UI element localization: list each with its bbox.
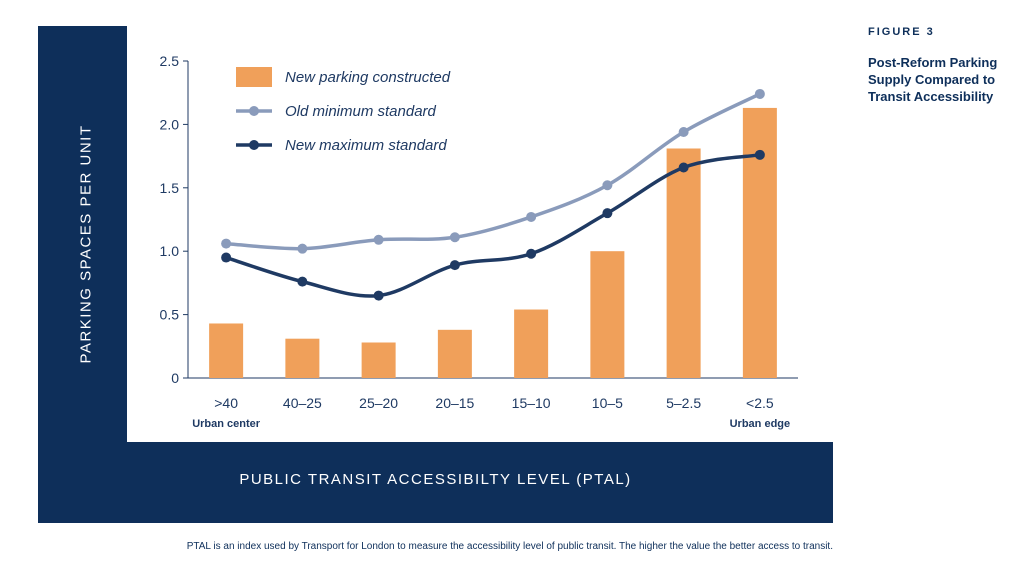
tick-labels: 0 0.5 1.0 1.5 2.0 2.5 >40 Urban center 40–25 25–2… (160, 53, 791, 430)
bar (666, 148, 701, 378)
x-tick-label: 15–10 (512, 395, 551, 411)
x-tick-label: 20–15 (435, 395, 474, 411)
x-tick-label: 25–20 (359, 395, 398, 411)
x-tick-label: <2.5 (746, 395, 774, 411)
axes (183, 60, 798, 379)
legend-label: New maximum standard (285, 137, 447, 154)
y-tick-label: 2.0 (160, 116, 180, 132)
x-tick-label: 5–2.5 (666, 395, 701, 411)
legend-swatch-bar (236, 67, 272, 87)
new-maximum-line-point (449, 260, 460, 271)
x-axis-label: PUBLIC TRANSIT ACCESSIBILTY LEVEL (PTAL) (239, 471, 632, 488)
new-maximum-line-point (754, 149, 765, 160)
x-tick-label: 40–25 (283, 395, 322, 411)
y-tick-label: 1.5 (160, 180, 180, 196)
old-minimum-line-point (373, 234, 384, 245)
figure-title: Post-Reform Parking Supply Compared to T… (868, 55, 998, 104)
bar (437, 329, 472, 378)
new-maximum-line-point (526, 248, 537, 259)
new-maximum-line-point (297, 276, 308, 287)
x-tick-note: Urban center (192, 418, 261, 430)
old-minimum-line-point (221, 238, 232, 249)
new-maximum-line-point (221, 252, 232, 263)
old-minimum-line-point (678, 127, 689, 138)
new-maximum-line (225, 153, 761, 298)
x-tick-label: >40 (214, 395, 238, 411)
new-maximum-line-point (373, 290, 384, 301)
figure-caption: FIGURE 3 Post-Reform Parking Supply Comp… (868, 26, 1018, 105)
legend-label: New parking constructed (285, 69, 451, 86)
legend-swatch-point (249, 106, 259, 116)
lines (221, 88, 765, 301)
old-minimum-line-point (602, 180, 613, 191)
x-tick-label: 10–5 (592, 395, 623, 411)
legend-swatch-point (249, 140, 259, 150)
bar (209, 323, 244, 378)
bar (285, 338, 320, 378)
old-minimum-line-point (754, 88, 765, 99)
bar (742, 107, 777, 378)
y-tick-label: 0.5 (160, 307, 180, 323)
bar (361, 342, 396, 378)
new-maximum-line-point (602, 208, 613, 219)
y-tick-label: 2.5 (160, 53, 180, 69)
x-tick-note: Urban edge (730, 418, 791, 430)
footnote: PTAL is an index used by Transport for L… (186, 541, 833, 552)
new-maximum-line-point (678, 162, 689, 173)
bar (590, 251, 625, 378)
old-minimum-line-point (526, 211, 537, 222)
old-minimum-line-point (297, 243, 308, 254)
figure-number: FIGURE 3 (868, 26, 935, 38)
y-tick-label: 1.0 (160, 243, 180, 259)
old-minimum-line-point (449, 232, 460, 243)
bar (514, 309, 549, 378)
legend-label: Old minimum standard (285, 103, 437, 120)
y-tick-label: 0 (171, 370, 179, 386)
legend: New parking constructed Old minimum stand… (236, 67, 451, 154)
